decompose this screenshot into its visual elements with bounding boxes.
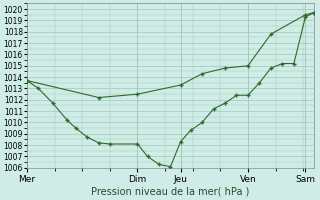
X-axis label: Pression niveau de la mer( hPa ): Pression niveau de la mer( hPa ): [91, 187, 250, 197]
